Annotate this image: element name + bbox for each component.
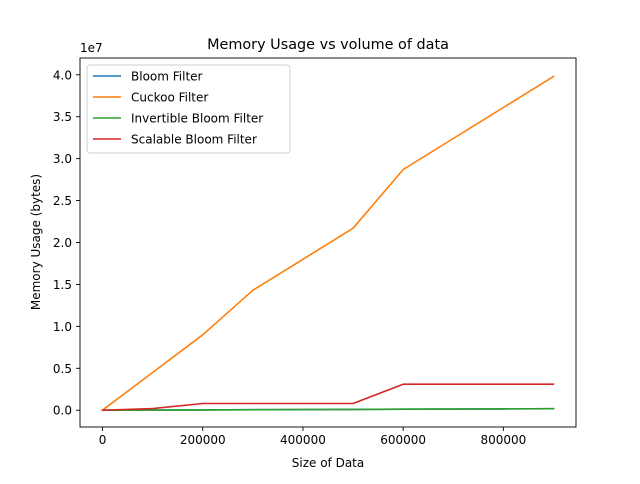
- y-tick-label: 0.0: [53, 404, 72, 418]
- y-axis: 0.0 0.5 1.0 1.5 2.0 2.5 3.0 3.5 4.0: [53, 68, 80, 418]
- x-axis-label: Size of Data: [292, 456, 364, 470]
- y-tick-label: 2.0: [53, 236, 72, 250]
- y-tick-label: 1.0: [53, 320, 72, 334]
- y-tick-label: 3.0: [53, 152, 72, 166]
- series-line-cuckoo-filter: [101, 75, 555, 412]
- y-tick-label: 1.5: [53, 278, 72, 292]
- y-tick-label: 3.5: [53, 110, 72, 124]
- legend-label: Invertible Bloom Filter: [131, 112, 263, 126]
- legend-label: Cuckoo Filter: [131, 91, 208, 105]
- plot-lines: [101, 75, 555, 412]
- legend: Bloom Filter Cuckoo Filter Invertible Bloo…: [86, 64, 291, 154]
- legend-label: Bloom Filter: [131, 70, 203, 84]
- series-line-invertible-bloom-filter: [101, 407, 555, 412]
- x-tick-label: 0: [99, 433, 107, 447]
- legend-label: Scalable Bloom Filter: [131, 133, 257, 147]
- y-tick-label: 4.0: [53, 68, 72, 82]
- y-axis-offset-text: 1e7: [80, 41, 103, 55]
- legend-box: [86, 64, 291, 154]
- x-tick-label: 200000: [180, 433, 226, 447]
- y-tick-label: 2.5: [53, 194, 72, 208]
- x-axis: 0 200000 400000 600000 800000: [99, 427, 526, 447]
- series-line-scalable-bloom-filter: [101, 383, 555, 412]
- y-axis-label: Memory Usage (bytes): [29, 174, 43, 310]
- x-tick-label: 800000: [480, 433, 526, 447]
- chart-title: Memory Usage vs volume of data: [207, 37, 449, 53]
- x-tick-label: 600000: [380, 433, 426, 447]
- y-tick-label: 0.5: [53, 362, 72, 376]
- x-tick-label: 400000: [280, 433, 326, 447]
